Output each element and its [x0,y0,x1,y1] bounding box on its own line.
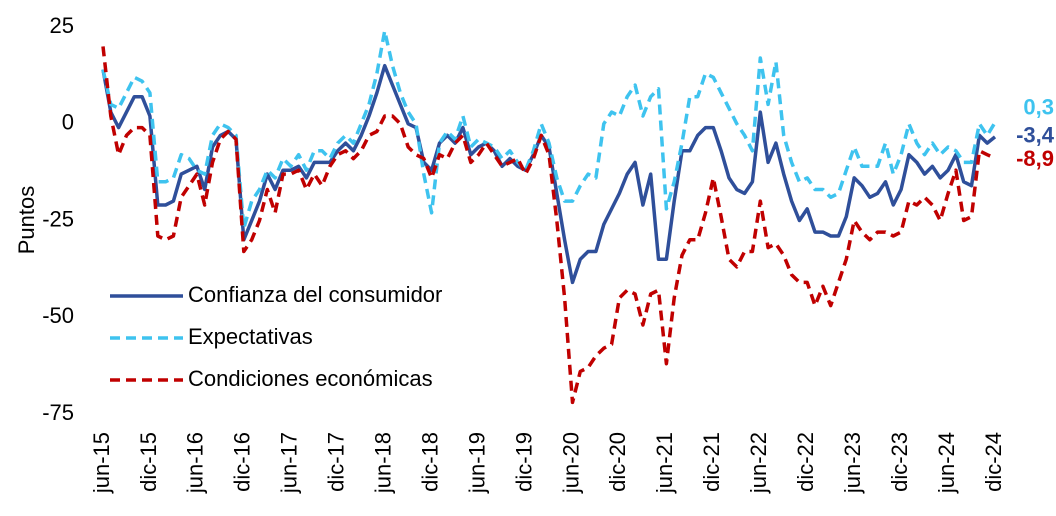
x-tick-label: dic-19 [511,432,536,492]
x-tick-label: jun-24 [934,432,959,494]
y-axis-label: Puntos [14,186,39,255]
x-tick-label: dic-16 [230,432,255,492]
x-tick-label: jun-21 [652,432,677,494]
x-tick-label: jun-23 [840,432,865,494]
y-tick-label: 0 [62,110,74,135]
x-tick-label: dic-15 [136,432,161,492]
y-tick-label: -50 [42,303,74,328]
x-tick-label: dic-17 [324,432,349,492]
legend-label: Confianza del consumidor [188,282,442,307]
y-tick-label: -25 [42,206,74,231]
data-label: 0,3 [1023,94,1054,119]
x-tick-label: jun-15 [89,432,114,494]
x-tick-label: jun-16 [183,432,208,494]
data-label: -8,9 [1016,146,1054,171]
x-tick-label: dic-20 [605,432,630,492]
line-series [101,46,996,405]
x-tick-label: jun-19 [464,432,489,494]
x-tick-label: jun-18 [370,432,395,494]
x-tick-label: dic-23 [887,432,912,492]
x-tick-label: jun-17 [277,432,302,494]
legend-label: Expectativas [188,324,313,349]
x-tick-label: dic-24 [981,432,1006,492]
x-tick-label: dic-21 [699,432,724,492]
legend-label: Condiciones económicas [188,366,433,391]
data-label: -3,4 [1016,123,1055,148]
x-tick-label: jun-22 [746,432,771,494]
line-series [101,29,997,230]
y-tick-label: -75 [42,400,74,425]
x-tick-label: jun-20 [558,432,583,494]
y-tick-label: 25 [50,13,74,38]
x-tick-label: dic-22 [793,432,818,492]
x-tick-label: dic-18 [417,432,442,492]
